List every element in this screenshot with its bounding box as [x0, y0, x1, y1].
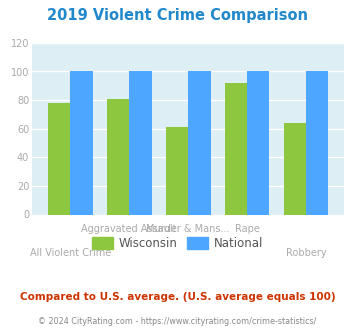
Text: 2019 Violent Crime Comparison: 2019 Violent Crime Comparison: [47, 8, 308, 23]
Text: All Violent Crime: All Violent Crime: [29, 248, 111, 257]
Bar: [129, 72, 152, 214]
Bar: [247, 72, 269, 214]
Text: © 2024 CityRating.com - https://www.cityrating.com/crime-statistics/: © 2024 CityRating.com - https://www.city…: [38, 317, 317, 326]
Text: Robbery: Robbery: [286, 248, 326, 257]
Bar: [306, 72, 328, 214]
Bar: [284, 123, 306, 214]
Bar: [48, 103, 70, 214]
Text: Aggravated Assault: Aggravated Assault: [81, 224, 177, 234]
Bar: [166, 127, 188, 214]
Text: Murder & Mans...: Murder & Mans...: [146, 224, 230, 234]
Bar: [107, 99, 129, 214]
Text: Compared to U.S. average. (U.S. average equals 100): Compared to U.S. average. (U.S. average …: [20, 292, 335, 302]
Bar: [70, 72, 93, 214]
Bar: [188, 72, 211, 214]
Bar: [225, 83, 247, 214]
Legend: Wisconsin, National: Wisconsin, National: [87, 232, 268, 255]
Text: Rape: Rape: [235, 224, 260, 234]
